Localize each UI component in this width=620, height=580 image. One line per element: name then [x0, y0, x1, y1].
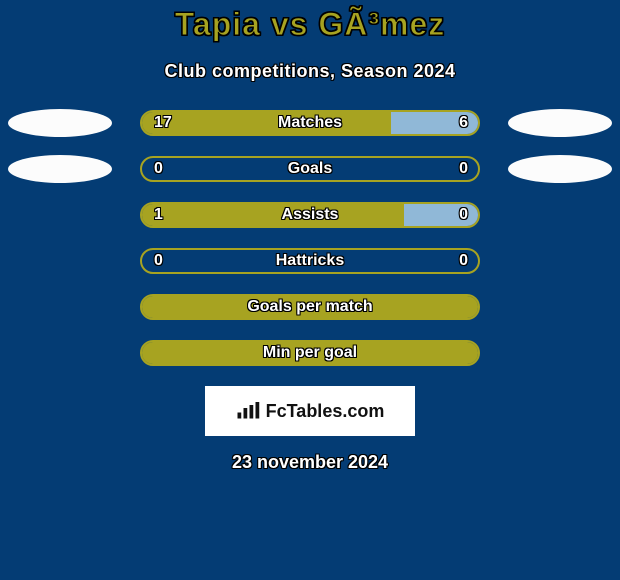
page-title: Tapia vs GÃ³mez — [0, 6, 620, 43]
stat-label: Matches — [140, 110, 480, 136]
stat-row: 00Goals — [0, 156, 620, 182]
stat-row: Goals per match — [0, 294, 620, 320]
avatar-ellipse-left — [8, 155, 112, 183]
stat-row: 10Assists — [0, 202, 620, 228]
stat-label: Goals per match — [140, 294, 480, 320]
avatar-ellipse-left — [8, 109, 112, 137]
stat-row: 00Hattricks — [0, 248, 620, 274]
site-logo: FcTables.com — [205, 386, 415, 436]
stat-row: 176Matches — [0, 110, 620, 136]
stats-section: 176Matches 00Goals 10Assists 00Hattricks Goa… — [0, 110, 620, 366]
avatar-ellipse-right — [508, 109, 612, 137]
page-subtitle: Club competitions, Season 2024 — [0, 61, 620, 82]
stat-row: Min per goal — [0, 340, 620, 366]
stat-label: Goals — [140, 156, 480, 182]
stat-label: Min per goal — [140, 340, 480, 366]
bars-icon — [236, 402, 260, 420]
avatar-ellipse-right — [508, 155, 612, 183]
comparison-infographic: Tapia vs GÃ³mez Club competitions, Seaso… — [0, 0, 620, 580]
stat-label: Assists — [140, 202, 480, 228]
footer-date: 23 november 2024 — [0, 452, 620, 473]
stat-label: Hattricks — [140, 248, 480, 274]
logo-text: FcTables.com — [266, 401, 385, 422]
